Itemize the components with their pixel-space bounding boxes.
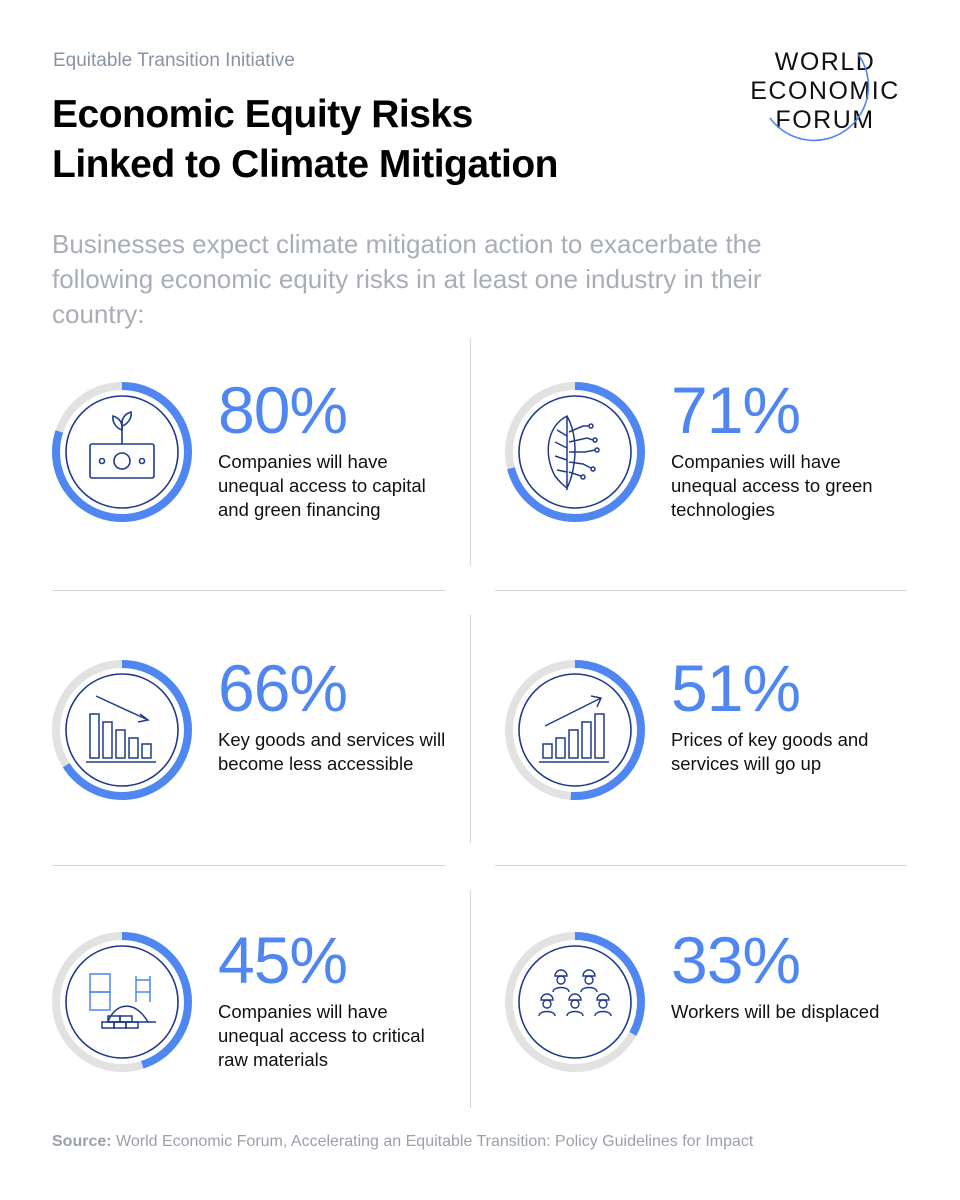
divider-vertical-2	[470, 615, 471, 843]
progress-ring	[52, 382, 192, 522]
divider-vertical-1	[470, 338, 471, 566]
logo-arc-icon	[769, 53, 870, 142]
progress-ring	[505, 382, 645, 522]
workers-group-icon	[538, 969, 612, 1017]
divider-vertical-3	[470, 890, 471, 1108]
stat-value: 51%	[671, 651, 801, 725]
stat-description: Companies will have unequal access to gr…	[671, 451, 873, 520]
circuit-leaf-icon	[547, 415, 600, 490]
progress-ring	[52, 932, 192, 1072]
stat-description: Companies will have unequal access to ca…	[218, 451, 426, 520]
intro-text: Businesses expect climate mitigation act…	[52, 229, 762, 329]
raw-materials-icon	[89, 973, 156, 1029]
stat-value: 80%	[218, 373, 348, 447]
stat-description: Workers will be displaced	[671, 1001, 880, 1022]
stat-card-workers: 33% Workers will be displaced	[503, 924, 923, 1100]
stat-card-technologies: 71% Companies will have unequal access t…	[503, 374, 923, 550]
logo-line-1: WORLD	[774, 48, 876, 76]
stat-value: 66%	[218, 651, 348, 725]
progress-ring	[52, 660, 192, 800]
stat-card-accessibility: 66% Key goods and services will become l…	[50, 652, 470, 828]
title-line-2: Linked to Climate Mitigation	[52, 143, 559, 186]
divider-horizontal-3	[52, 865, 445, 866]
divider-horizontal-4	[495, 865, 907, 866]
source-label: Source:	[52, 1133, 112, 1150]
stat-description: Key goods and services will become less …	[218, 729, 446, 774]
divider-horizontal-2	[495, 590, 907, 591]
stat-value: 71%	[671, 373, 801, 447]
stat-value: 45%	[218, 923, 348, 997]
page-title: Economic Equity Risks Linked to Climate …	[52, 90, 559, 190]
stat-description: Companies will have unequal access to cr…	[218, 1001, 425, 1070]
eyebrow-text: Equitable Transition Initiative	[53, 50, 295, 71]
rising-bar-chart-icon	[539, 695, 609, 763]
money-plant-icon	[89, 410, 155, 479]
logo-line-2: ECONOMIC	[750, 77, 900, 105]
declining-bar-chart-icon	[86, 695, 156, 763]
title-line-1: Economic Equity Risks	[52, 93, 473, 136]
stat-description: Prices of key goods and services will go…	[671, 729, 869, 774]
wef-logo: WORLD ECONOMIC FORUM	[730, 48, 920, 158]
stat-card-raw-materials: 45% Companies will have unequal access t…	[50, 924, 470, 1100]
stat-value: 33%	[671, 923, 801, 997]
progress-ring	[505, 660, 645, 800]
progress-ring	[505, 932, 645, 1072]
source-text: World Economic Forum, Accelerating an Eq…	[111, 1133, 754, 1150]
stat-card-capital: 80% Companies will have unequal access t…	[50, 374, 470, 550]
divider-horizontal-1	[52, 590, 445, 591]
source-note: Source: World Economic Forum, Accelerati…	[52, 1133, 753, 1151]
stat-card-prices: 51% Prices of key goods and services wil…	[503, 652, 923, 828]
